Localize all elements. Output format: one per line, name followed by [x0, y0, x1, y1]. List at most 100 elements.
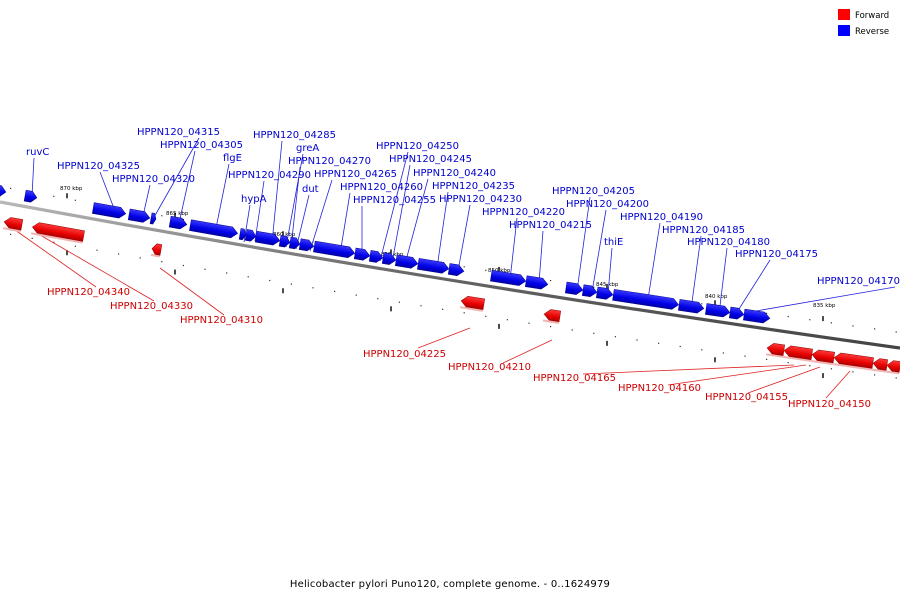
axis-minor-tick — [420, 305, 422, 307]
gene-label-reverse[interactable]: HPPN120_04305 — [160, 140, 243, 151]
gene-label-reverse[interactable]: HPPN120_04175 — [735, 249, 818, 260]
gene-label-reverse[interactable]: HPPN120_04325 — [57, 161, 140, 172]
gene-arrow-reverse[interactable] — [149, 212, 157, 225]
gene-arrow-reverse[interactable] — [447, 263, 465, 277]
gene-label-reverse[interactable]: flgE — [223, 153, 242, 164]
gene-label-reverse[interactable]: HPPN120_04235 — [432, 181, 515, 192]
gene-arrow-reverse[interactable] — [127, 208, 151, 224]
gene-arrow-reverse[interactable] — [368, 250, 384, 263]
gene-label-reverse[interactable]: HPPN120_04180 — [687, 237, 770, 248]
axis-minor-tick — [463, 266, 465, 268]
gene-arrow-forward[interactable] — [766, 343, 785, 357]
gene-arrow-reverse[interactable] — [728, 306, 745, 320]
axis-minor-tick — [485, 315, 487, 317]
gene-arrow-reverse[interactable] — [490, 269, 527, 286]
gene-arrow-reverse[interactable] — [313, 240, 356, 259]
gene-label-reverse[interactable]: HPPN120_04320 — [112, 174, 195, 185]
axis-minor-tick — [463, 312, 465, 314]
gene-arrow-reverse[interactable] — [417, 258, 450, 274]
gene-arrow-reverse[interactable] — [288, 236, 301, 250]
axis-minor-tick — [53, 241, 55, 243]
gene-arrow-forward[interactable] — [886, 360, 900, 373]
gene-label-reverse[interactable]: dut — [302, 184, 319, 195]
gene-arrow-reverse[interactable] — [743, 308, 771, 324]
gene-arrow-forward[interactable] — [151, 243, 163, 256]
gene-label-reverse[interactable]: HPPN120_04215 — [509, 220, 592, 231]
gene-label-reverse[interactable]: HPPN120_04190 — [620, 212, 703, 223]
axis-minor-tick — [269, 279, 271, 282]
gene-label-reverse[interactable]: HPPN120_04185 — [662, 225, 745, 236]
gene-label-forward[interactable]: HPPN120_04165 — [533, 373, 616, 384]
gene-label-reverse[interactable]: HPPN120_04240 — [413, 168, 496, 179]
gene-label-reverse[interactable]: HPPN120_04200 — [566, 199, 649, 210]
gene-arrow-reverse[interactable] — [524, 275, 549, 290]
leader-line-reverse — [591, 209, 607, 293]
axis-minor-tick — [787, 316, 789, 318]
gene-arrow-reverse[interactable] — [254, 230, 281, 246]
gene-label-reverse[interactable]: HPPN120_04315 — [137, 127, 220, 138]
gene-label-forward[interactable]: HPPN120_04150 — [788, 399, 871, 410]
gene-label-reverse[interactable]: HPPN120_04290 — [228, 170, 311, 181]
gene-label-reverse[interactable]: greA — [296, 143, 319, 154]
gene-arrow-reverse[interactable] — [564, 281, 584, 295]
gene-label-reverse[interactable]: HPPN120_04265 — [314, 169, 397, 180]
gene-arrow-reverse[interactable] — [595, 286, 614, 300]
axis-minor-tick — [636, 339, 638, 341]
gene-label-reverse[interactable]: HPPN120_04205 — [552, 186, 635, 197]
leader-line-reverse — [576, 196, 591, 292]
axis-minor-tick — [787, 362, 789, 364]
gene-arrow-reverse[interactable] — [678, 299, 705, 314]
legend-forward-label: Forward — [855, 11, 889, 21]
gene-arrow-forward[interactable] — [543, 309, 562, 323]
gene-arrow-shadow — [150, 253, 160, 258]
gene-label-reverse[interactable]: HPPN120_04250 — [376, 141, 459, 152]
leader-line-reverse — [152, 137, 200, 220]
gene-label-forward[interactable]: HPPN120_04225 — [363, 349, 446, 360]
gene-arrow-reverse[interactable] — [394, 254, 419, 269]
gene-label-reverse[interactable]: HPPN120_04245 — [389, 154, 472, 165]
gene-arrow-reverse[interactable] — [298, 238, 315, 252]
gene-arrow-reverse[interactable] — [353, 247, 371, 261]
gene-label-reverse[interactable]: HPPN120_04255 — [353, 195, 436, 206]
gene-arrow-reverse[interactable] — [189, 219, 239, 239]
gene-arrow-forward[interactable] — [783, 345, 813, 361]
legend-reverse-swatch — [838, 25, 850, 36]
gene-arrow-forward[interactable] — [872, 358, 888, 371]
gene-label-forward[interactable]: HPPN120_04155 — [705, 392, 788, 403]
gene-arrow-reverse[interactable] — [238, 228, 247, 241]
gene-arrow-reverse[interactable] — [612, 289, 680, 310]
gene-label-forward[interactable]: HPPN120_04210 — [448, 362, 531, 373]
gene-label-reverse[interactable]: HPPN120_04285 — [253, 130, 336, 141]
gene-arrow-reverse[interactable] — [23, 189, 38, 203]
axis-minor-tick — [852, 325, 854, 327]
gene-arrow-reverse[interactable] — [168, 215, 188, 230]
gene-label-reverse[interactable]: ruvC — [26, 147, 49, 158]
axis-minor-tick — [593, 286, 595, 288]
axis-minor-tick — [744, 355, 746, 357]
gene-arrow-reverse[interactable] — [91, 202, 127, 220]
gene-arrow-reverse[interactable] — [278, 235, 291, 248]
forward-gene-labels: HPPN120_04340 HPPN120_04330 HPPN120_0431… — [47, 287, 871, 410]
axis-minor-tick — [895, 331, 897, 333]
gene-arrow-reverse[interactable] — [244, 229, 257, 242]
gene-label-reverse[interactable]: HPPN120_04270 — [288, 156, 371, 167]
gene-arrow-reverse[interactable] — [581, 284, 598, 298]
gene-label-reverse[interactable]: thiE — [604, 237, 623, 248]
map-caption: Helicobacter pylori Puno120, complete ge… — [290, 579, 610, 590]
axis-minor-tick — [53, 195, 55, 197]
gene-label-forward[interactable]: HPPN120_04310 — [180, 315, 263, 326]
gene-label-forward[interactable]: HPPN120_04160 — [618, 383, 701, 394]
axis-minor-tick — [398, 301, 400, 303]
gene-arrow-reverse[interactable] — [705, 303, 731, 318]
gene-label-reverse[interactable]: HPPN120_04260 — [340, 182, 423, 193]
gene-arrow-forward[interactable] — [811, 349, 835, 364]
gene-arrow-forward[interactable] — [3, 216, 24, 231]
gene-label-reverse[interactable]: HPPN120_04220 — [482, 207, 565, 218]
gene-arrow-reverse[interactable] — [381, 252, 397, 266]
gene-label-forward[interactable]: HPPN120_04330 — [110, 301, 193, 312]
gene-arrow-reverse[interactable] — [0, 184, 7, 198]
gene-label-forward[interactable]: HPPN120_04340 — [47, 287, 130, 298]
gene-label-reverse[interactable]: HPPN120_04230 — [439, 194, 522, 205]
gene-label-reverse[interactable]: HPPN120_04170 — [817, 276, 900, 287]
gene-label-reverse[interactable]: hypA — [241, 194, 267, 205]
